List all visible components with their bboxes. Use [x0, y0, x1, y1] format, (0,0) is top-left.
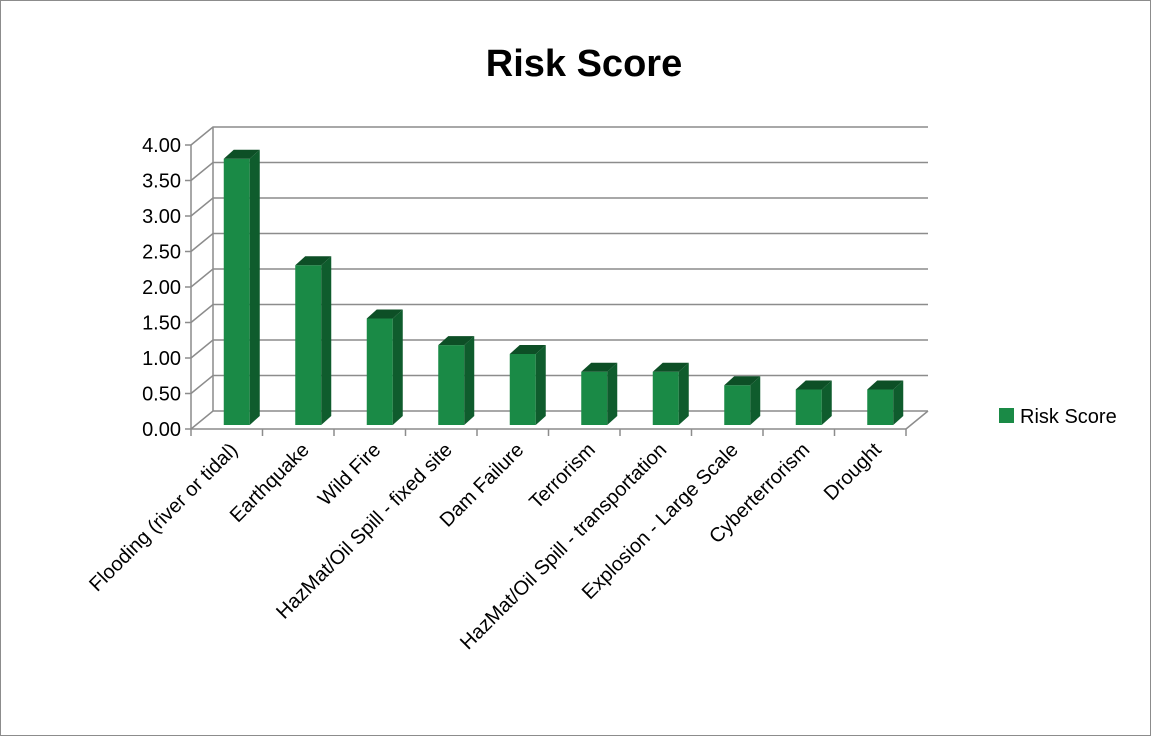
- bar: [295, 256, 332, 425]
- bar-top: [724, 376, 761, 386]
- floor-right-edge: [905, 410, 929, 430]
- gridlines: [190, 126, 928, 430]
- bar: [223, 149, 260, 425]
- gridline: [190, 303, 928, 324]
- gridline: [190, 161, 928, 182]
- bar-front: [867, 389, 894, 425]
- x-tick-label: Wild Fire: [314, 439, 385, 510]
- bar-front: [724, 385, 751, 425]
- bar: [795, 380, 832, 425]
- gridline: [190, 339, 928, 359]
- bar: [652, 362, 689, 425]
- bar-side: [607, 362, 618, 425]
- x-tick-label: Drought: [820, 439, 886, 505]
- legend-swatch: [999, 408, 1014, 423]
- y-tick-label: 3.00: [142, 206, 181, 228]
- y-axis: 0.00 0.50 1.00 1.50 2.00 2.50 3.00 3.50 4.00: [142, 135, 191, 441]
- bar-top: [867, 380, 904, 390]
- bar-front: [366, 318, 393, 425]
- bar-side: [821, 380, 832, 425]
- bar-front: [581, 371, 608, 425]
- x-tick-label: Terrorism: [525, 439, 599, 513]
- y-tick-label: 4.00: [142, 135, 181, 157]
- bar: [509, 345, 546, 425]
- bar-front: [223, 158, 250, 425]
- legend-label: Risk Score: [1020, 406, 1117, 428]
- bar-top: [223, 149, 260, 159]
- bar-side: [750, 376, 761, 425]
- bars: [223, 149, 904, 425]
- legend: Risk Score: [999, 406, 1117, 428]
- gridline: [190, 126, 928, 146]
- bar-side: [535, 345, 546, 425]
- bar-top: [795, 380, 832, 390]
- gridline: [190, 268, 928, 288]
- bar-top: [366, 309, 403, 319]
- bar: [438, 336, 475, 425]
- gridline: [190, 232, 928, 253]
- bar-top: [295, 256, 332, 266]
- gridline: [190, 374, 928, 395]
- bar: [581, 362, 618, 425]
- y-tick-label: 0.50: [142, 384, 181, 406]
- gridline: [190, 197, 928, 217]
- bar-top: [509, 345, 546, 354]
- y-tick-label: 1.50: [142, 313, 181, 335]
- bar-front: [652, 371, 679, 425]
- bar-top: [652, 362, 689, 372]
- bar-front: [438, 345, 465, 425]
- x-axis: Flooding (river or tidal)Earthquake Wild …: [85, 410, 929, 654]
- bar: [366, 309, 403, 425]
- bar: [867, 380, 904, 425]
- y-tick-label: 1.00: [142, 348, 181, 370]
- bar-side: [392, 309, 403, 425]
- bar-front: [295, 265, 322, 425]
- bar-side: [249, 149, 260, 425]
- bar-top: [581, 362, 618, 372]
- bar-side: [321, 256, 332, 425]
- bar-side: [678, 362, 689, 425]
- bar-front: [795, 389, 822, 425]
- bar-side: [464, 336, 475, 425]
- bar-side: [893, 380, 904, 425]
- y-tick-label: 2.50: [142, 242, 181, 264]
- x-tick-label: Flooding (river or tidal): [85, 439, 242, 596]
- chart-title: Risk Score: [486, 43, 682, 85]
- y-tick-label: 3.50: [142, 171, 181, 193]
- y-tick-label: 2.00: [142, 277, 181, 299]
- bar-front: [509, 354, 536, 425]
- bar: [724, 376, 761, 425]
- gridline: [190, 410, 928, 430]
- y-tick-label: 0.00: [142, 419, 181, 441]
- bar-top: [438, 336, 475, 346]
